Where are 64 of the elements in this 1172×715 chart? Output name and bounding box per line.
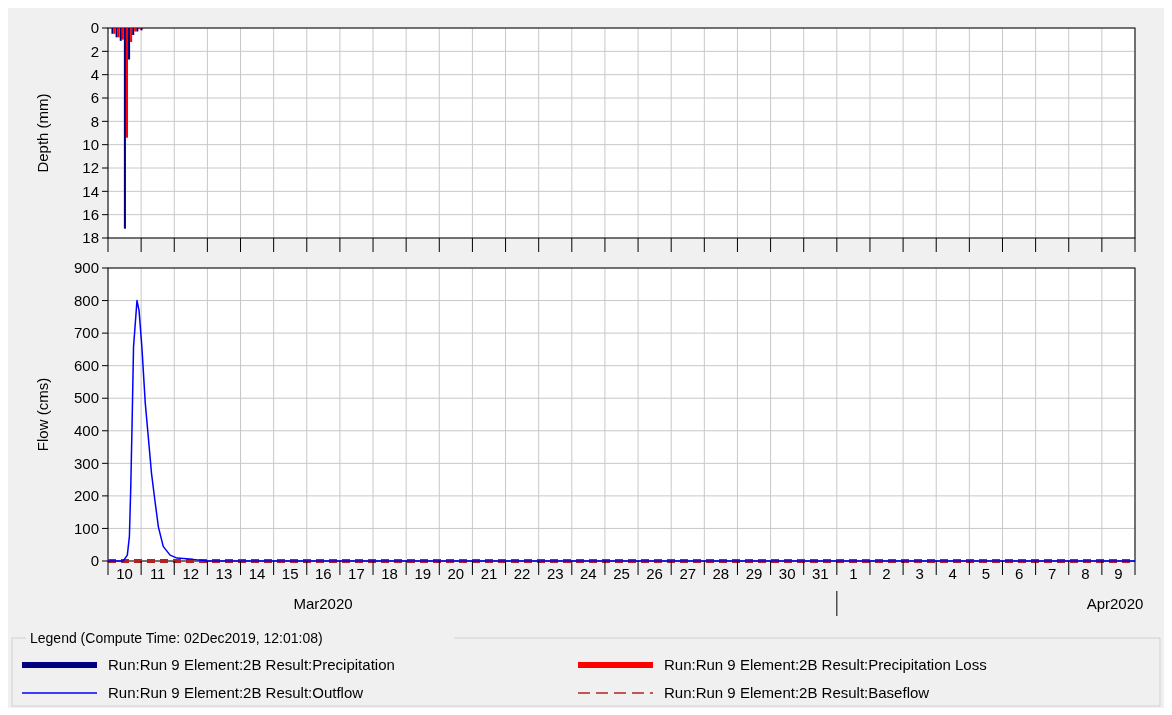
x-tick-label: 18 [381, 565, 398, 582]
legend-label: Run:Run 9 Element:2B Result:Precipitation [108, 656, 395, 674]
bar [125, 28, 129, 138]
x-tick-label: 31 [811, 565, 829, 582]
y-tick-label: 900 [73, 259, 99, 277]
y-tick-label: 700 [73, 324, 99, 342]
x-tick-label: 5 [981, 565, 991, 582]
text: Apr2020 [1086, 595, 1144, 612]
x-tick-label: 21 [480, 565, 498, 582]
y-tick-label: 18 [82, 229, 99, 247]
x-tick-label: 4 [948, 565, 957, 582]
x-tick-label: 1 [849, 565, 858, 582]
y-tick-label: 200 [73, 487, 99, 505]
y-tick-label: 300 [73, 454, 99, 472]
x-tick-label: 6 [1014, 565, 1024, 582]
x-tick-label: 14 [248, 565, 266, 582]
y-tick-label: 600 [73, 356, 99, 374]
y-tick-label: 100 [73, 519, 99, 537]
y-tick-label: 0 [90, 552, 99, 570]
x-tick-label: 9 [1114, 565, 1123, 582]
y-tick-label: 14 [82, 182, 99, 200]
text: Mar2020 [293, 595, 353, 612]
x-tick-label: 10 [116, 565, 133, 582]
y-tick-label: 8 [90, 112, 99, 130]
y-tick-label: 10 [82, 135, 99, 153]
x-tick-label: 30 [778, 565, 796, 582]
x-tick-label: 12 [182, 565, 200, 582]
x-tick-label: 8 [1081, 565, 1090, 582]
x-tick-label: 3 [915, 565, 924, 582]
x-tick-label: 19 [414, 565, 432, 582]
x-tick-label: 26 [646, 565, 663, 582]
bar [128, 28, 131, 60]
x-tick-label: 22 [513, 565, 531, 582]
x-tick-label: 11 [149, 565, 166, 582]
y-tick-label: 0 [90, 19, 99, 37]
x-tick-label: 15 [281, 565, 299, 582]
x-tick-label: 25 [613, 565, 630, 582]
legend-label: Run:Run 9 Element:2B Result:Baseflow [664, 684, 930, 702]
y-tick-label: 12 [82, 159, 99, 177]
y-tick-label: 800 [73, 291, 99, 309]
legend-label: Run:Run 9 Element:2B Result:Precipitation Loss [664, 656, 987, 674]
y-tick-label: 16 [82, 205, 99, 223]
y-tick-label: 2 [90, 42, 99, 60]
x-tick-label: 13 [215, 565, 233, 582]
y-tick-label: 4 [90, 65, 99, 83]
x-tick-label: 17 [348, 565, 365, 582]
x-tick-label: 27 [679, 565, 697, 582]
x-tick-label: 20 [447, 565, 465, 582]
x-tick-label: 24 [580, 565, 597, 582]
x-tick-label: 2 [882, 565, 891, 582]
legend-label: Run:Run 9 Element:2B Result:Outflow [108, 684, 364, 702]
x-tick-label: 28 [712, 565, 730, 582]
x-tick-label: 29 [745, 565, 763, 582]
y-axis-title: Flow (cms) [34, 377, 51, 452]
bar [130, 28, 133, 42]
y-tick-label: 400 [73, 422, 99, 440]
x-tick-label: 16 [314, 565, 332, 582]
legend-title: Legend (Compute Time: 02Dec2019, 12:01:08) [30, 630, 323, 646]
y-tick-label: 6 [90, 89, 99, 107]
x-tick-label: 7 [1048, 565, 1057, 582]
x-tick-label: 23 [546, 565, 564, 582]
bar [123, 28, 126, 229]
y-tick-label: 500 [73, 389, 99, 407]
y-axis-title: Depth (mm) [34, 93, 51, 173]
